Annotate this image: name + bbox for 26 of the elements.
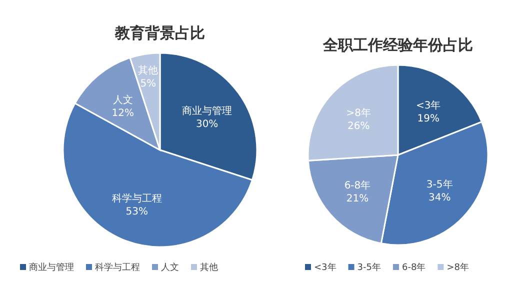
slice-label: 商业与管理 <box>182 104 232 117</box>
data-label: 34% <box>428 192 451 204</box>
legend-label: <3年 <box>314 262 336 273</box>
data-label: 12% <box>112 108 134 120</box>
legend-label: 人文 <box>161 262 179 273</box>
slice-label: <3年 <box>416 99 441 112</box>
data-label: 30% <box>196 118 218 130</box>
legend-label: 其他 <box>200 262 218 273</box>
legend-label: >8年 <box>446 262 469 273</box>
legend-label: 6-8年 <box>402 262 426 273</box>
data-label: 19% <box>417 113 440 124</box>
data-label: 53% <box>126 206 148 218</box>
data-label: 5% <box>140 78 156 90</box>
data-label: 26% <box>348 121 370 132</box>
slice-label: 3-5年 <box>426 178 453 190</box>
slice-label: 其他 <box>138 64 158 76</box>
data-label: 21% <box>346 194 369 205</box>
slice-label: >8年 <box>346 107 372 120</box>
legend-label: 商业与管理 <box>29 262 74 273</box>
chart-title: 教育背景占比 <box>114 24 205 42</box>
slice-label: 科学与工程 <box>112 192 162 204</box>
legend-label: 科学与工程 <box>95 262 140 273</box>
slice-label: 6-8年 <box>344 180 371 192</box>
slice-label: 人文 <box>112 94 133 106</box>
chart-title: 全职工作经验年份占比 <box>322 36 473 54</box>
legend-label: 3-5年 <box>357 262 381 273</box>
